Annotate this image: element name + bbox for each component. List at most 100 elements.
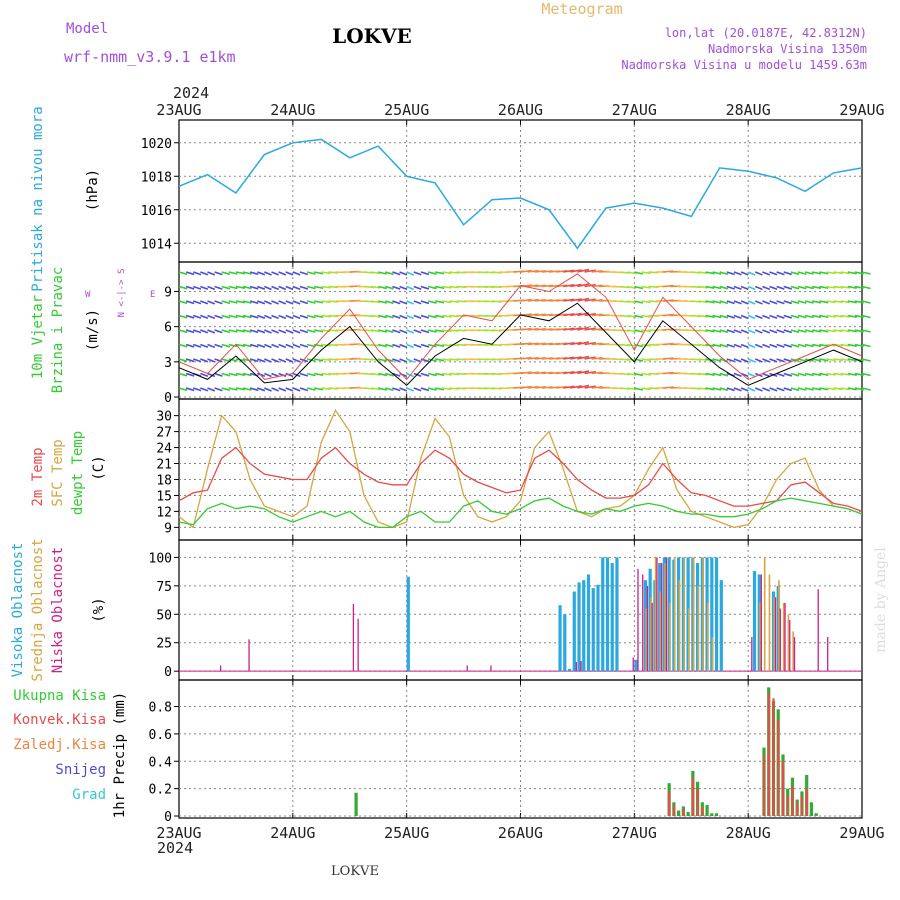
wind-arrow xyxy=(812,329,822,333)
cloud-bar xyxy=(645,608,647,672)
precip-bar xyxy=(809,802,814,816)
temp-sfc-label: SFC Temp xyxy=(50,439,66,506)
wind-arrow xyxy=(200,372,209,377)
wind-arrow xyxy=(200,358,209,363)
wind-arrow xyxy=(733,314,742,319)
wind-arrow xyxy=(527,327,539,331)
wind-arrow xyxy=(712,372,722,377)
wind-arrow xyxy=(192,343,202,348)
wind-arrow xyxy=(776,314,785,319)
x-tick-label-top: 24AUG xyxy=(270,101,315,119)
wind-arrow xyxy=(783,372,792,377)
wind-arrow xyxy=(819,372,829,376)
wind-arrow xyxy=(790,285,800,290)
wind-arrow xyxy=(406,271,414,276)
wind-arrow xyxy=(826,358,836,362)
wind-arrow xyxy=(370,387,381,391)
wind-arrow xyxy=(242,343,252,348)
wind-arrow xyxy=(427,372,437,377)
wind-arrow xyxy=(178,314,188,319)
wind-arrow xyxy=(819,387,829,391)
wind-arrow xyxy=(306,372,316,377)
wind-arrow xyxy=(783,300,792,305)
wind-arrow xyxy=(392,387,401,392)
wind-speed-line xyxy=(178,302,863,386)
wind-arrow xyxy=(790,300,800,305)
precip-bar xyxy=(781,761,785,816)
wind-arrow xyxy=(797,358,807,362)
y-tick-label: 0 xyxy=(164,665,172,680)
wind-arrow xyxy=(442,271,452,275)
wind-arrow xyxy=(378,314,387,319)
wind-arrow xyxy=(235,343,246,347)
x-tick-label-bottom: 25AUG xyxy=(384,824,429,842)
wind-arrow xyxy=(271,285,279,291)
wind-arrow xyxy=(847,314,857,318)
wind-arrow xyxy=(214,372,223,377)
wind-arrow xyxy=(378,387,387,391)
wind-arrow xyxy=(242,314,252,319)
cloud-bar xyxy=(352,604,355,672)
wind-arrow xyxy=(570,385,582,389)
precip-panel: 0 0.2 0.4 0.6 0.8 xyxy=(149,679,863,825)
wind-arrow xyxy=(790,329,800,334)
precip-bar xyxy=(762,754,766,816)
wind-arrow xyxy=(740,329,749,334)
wind-arrow xyxy=(370,314,381,318)
wind-arrow xyxy=(861,271,871,275)
wind-arrow xyxy=(306,343,316,348)
wind-arrow xyxy=(278,343,287,349)
wind-arrow xyxy=(271,387,279,392)
wind-arrow xyxy=(306,314,316,319)
cloud-unit: (%) xyxy=(91,597,107,622)
wind-arrow xyxy=(392,329,401,334)
wind-arrow xyxy=(321,285,331,289)
wind-arrow xyxy=(812,343,822,348)
wind-arrow xyxy=(762,387,771,392)
wind-arrow xyxy=(812,285,822,290)
wind-arrow xyxy=(591,371,603,375)
cloud-bar xyxy=(678,580,681,672)
wind-arrow xyxy=(726,300,735,305)
wind-arrow xyxy=(733,387,742,392)
wind-arrow xyxy=(392,343,401,348)
wind-arrow xyxy=(292,343,301,349)
cloud-bar xyxy=(692,557,695,672)
wind-arrow xyxy=(527,269,539,273)
wind-gust-line xyxy=(178,273,863,381)
wind-arrow xyxy=(292,271,301,276)
wind-arrow xyxy=(242,358,252,362)
wind-arrow xyxy=(819,343,829,347)
wind-arrow xyxy=(591,357,603,360)
wind-arrow xyxy=(591,299,603,302)
wind-arrow xyxy=(249,300,259,305)
precip-bar xyxy=(796,802,799,816)
cloud-bar xyxy=(642,574,644,672)
wind-arrow xyxy=(406,285,414,291)
wind-arrow xyxy=(776,387,785,392)
wind-arrow xyxy=(783,358,792,363)
wind-arrow xyxy=(249,387,259,392)
wind-arrow xyxy=(385,300,394,305)
cloud-bar xyxy=(634,659,638,672)
wind-arrow xyxy=(854,387,864,391)
wind-title-2: Brzina i Pravac xyxy=(50,267,66,393)
model-name: wrf-nmm_v3.9.1 e1km xyxy=(64,48,236,66)
precip-bar xyxy=(786,795,789,816)
wind-arrow xyxy=(719,285,729,290)
x-tick-label-top: 23AUG xyxy=(156,101,201,119)
y-tick-label: 6 xyxy=(164,321,172,336)
cloud-bar xyxy=(656,557,658,672)
wind-arrow xyxy=(627,372,637,376)
wind-arrow xyxy=(207,329,216,334)
wind-arrow xyxy=(264,285,272,291)
wind-arrow xyxy=(214,271,223,276)
wind-arrow xyxy=(271,300,279,305)
x-tick-label-bottom: 28AUG xyxy=(726,824,771,842)
pressure-line xyxy=(178,138,863,250)
wind-arrow xyxy=(314,300,324,304)
y-tick-label: 24 xyxy=(156,442,172,457)
wind-arrow xyxy=(221,372,231,377)
wind-arrow xyxy=(314,314,324,319)
